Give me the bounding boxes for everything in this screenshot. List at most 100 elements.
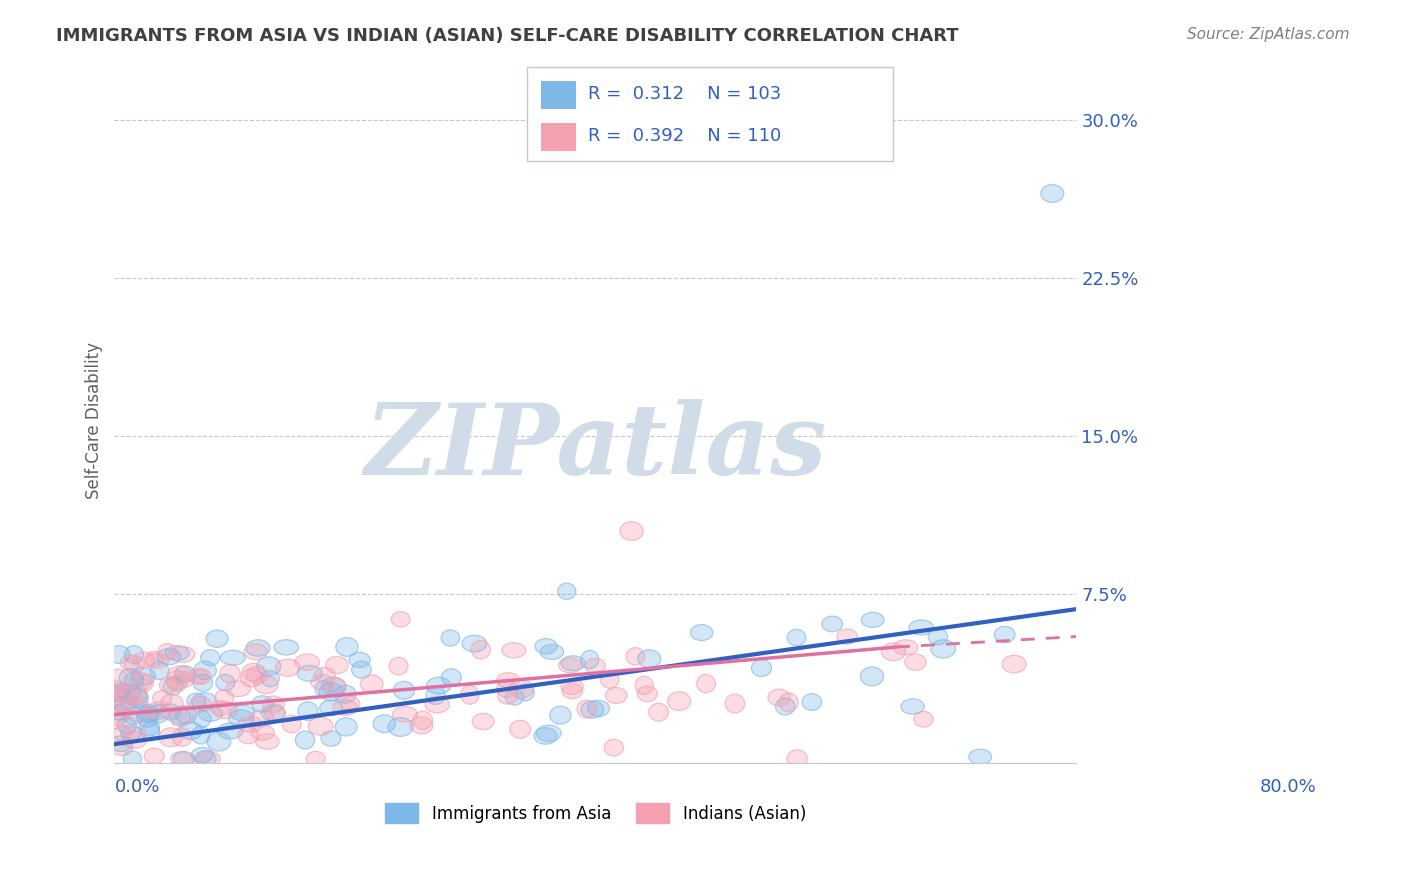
Ellipse shape — [221, 650, 245, 665]
Ellipse shape — [502, 643, 526, 658]
Ellipse shape — [262, 671, 280, 687]
Ellipse shape — [201, 649, 219, 665]
Ellipse shape — [108, 693, 129, 711]
Ellipse shape — [172, 728, 191, 747]
Ellipse shape — [969, 749, 991, 764]
Ellipse shape — [1002, 656, 1026, 673]
Ellipse shape — [211, 701, 231, 715]
Ellipse shape — [1040, 185, 1064, 202]
Ellipse shape — [238, 727, 259, 744]
Ellipse shape — [605, 739, 623, 756]
Ellipse shape — [127, 689, 148, 706]
Ellipse shape — [426, 677, 451, 694]
Ellipse shape — [561, 656, 585, 671]
Ellipse shape — [215, 674, 235, 690]
Ellipse shape — [298, 702, 318, 721]
Ellipse shape — [166, 646, 190, 661]
Ellipse shape — [188, 669, 208, 684]
Ellipse shape — [252, 696, 273, 713]
Ellipse shape — [394, 681, 415, 699]
Ellipse shape — [319, 700, 343, 715]
Ellipse shape — [238, 716, 263, 732]
Ellipse shape — [219, 665, 240, 683]
Ellipse shape — [787, 630, 806, 646]
Ellipse shape — [157, 648, 180, 665]
Ellipse shape — [173, 752, 194, 766]
Text: R =  0.392    N = 110: R = 0.392 N = 110 — [588, 128, 780, 145]
Ellipse shape — [893, 640, 918, 655]
Legend: Immigrants from Asia, Indians (Asian): Immigrants from Asia, Indians (Asian) — [385, 803, 806, 823]
Ellipse shape — [295, 654, 319, 670]
Ellipse shape — [308, 717, 333, 735]
Ellipse shape — [124, 684, 148, 701]
Ellipse shape — [246, 640, 270, 657]
Ellipse shape — [240, 669, 263, 687]
Ellipse shape — [112, 697, 136, 714]
Ellipse shape — [510, 721, 530, 739]
Ellipse shape — [129, 697, 149, 712]
Ellipse shape — [218, 723, 243, 739]
Ellipse shape — [335, 685, 356, 703]
Ellipse shape — [170, 708, 191, 726]
Ellipse shape — [315, 667, 336, 683]
Ellipse shape — [576, 700, 596, 718]
Ellipse shape — [105, 684, 129, 701]
Ellipse shape — [108, 669, 128, 687]
Ellipse shape — [328, 679, 346, 697]
Ellipse shape — [195, 751, 217, 767]
Ellipse shape — [176, 706, 197, 724]
Ellipse shape — [242, 664, 264, 681]
Ellipse shape — [124, 672, 143, 689]
Text: 80.0%: 80.0% — [1260, 778, 1317, 797]
Ellipse shape — [321, 731, 342, 747]
Ellipse shape — [187, 693, 205, 709]
Text: Source: ZipAtlas.com: Source: ZipAtlas.com — [1187, 27, 1350, 42]
Ellipse shape — [558, 583, 576, 599]
Ellipse shape — [157, 644, 177, 660]
Ellipse shape — [882, 643, 905, 661]
Ellipse shape — [262, 706, 285, 721]
Ellipse shape — [107, 713, 125, 729]
Ellipse shape — [167, 666, 193, 682]
Ellipse shape — [254, 676, 278, 694]
Ellipse shape — [336, 638, 359, 657]
Text: ZIPatlas: ZIPatlas — [364, 400, 827, 496]
Ellipse shape — [225, 681, 250, 697]
Ellipse shape — [516, 684, 534, 701]
Ellipse shape — [904, 654, 927, 670]
Ellipse shape — [360, 675, 382, 693]
Ellipse shape — [463, 635, 486, 652]
Ellipse shape — [249, 710, 274, 727]
Ellipse shape — [207, 732, 231, 751]
Ellipse shape — [352, 661, 371, 678]
Ellipse shape — [124, 656, 145, 673]
Ellipse shape — [193, 669, 211, 684]
Ellipse shape — [105, 681, 127, 696]
Ellipse shape — [561, 679, 583, 694]
Ellipse shape — [776, 698, 794, 715]
Ellipse shape — [159, 728, 183, 747]
Ellipse shape — [626, 648, 644, 665]
Text: IMMIGRANTS FROM ASIA VS INDIAN (ASIAN) SELF-CARE DISABILITY CORRELATION CHART: IMMIGRANTS FROM ASIA VS INDIAN (ASIAN) S… — [56, 27, 959, 45]
Ellipse shape — [114, 725, 132, 741]
Ellipse shape — [108, 646, 129, 664]
Ellipse shape — [110, 706, 131, 720]
Ellipse shape — [315, 681, 333, 697]
Ellipse shape — [112, 686, 132, 702]
Ellipse shape — [690, 624, 713, 640]
Ellipse shape — [160, 704, 180, 720]
Ellipse shape — [110, 736, 132, 752]
Ellipse shape — [170, 706, 193, 724]
Ellipse shape — [638, 649, 661, 668]
Ellipse shape — [787, 750, 807, 768]
Ellipse shape — [122, 731, 146, 748]
Ellipse shape — [111, 683, 132, 700]
Ellipse shape — [121, 724, 141, 741]
Ellipse shape — [860, 613, 884, 627]
Ellipse shape — [214, 701, 238, 719]
Ellipse shape — [588, 700, 610, 716]
Ellipse shape — [121, 726, 146, 742]
Ellipse shape — [389, 657, 408, 675]
Ellipse shape — [176, 672, 194, 688]
Ellipse shape — [263, 696, 284, 713]
